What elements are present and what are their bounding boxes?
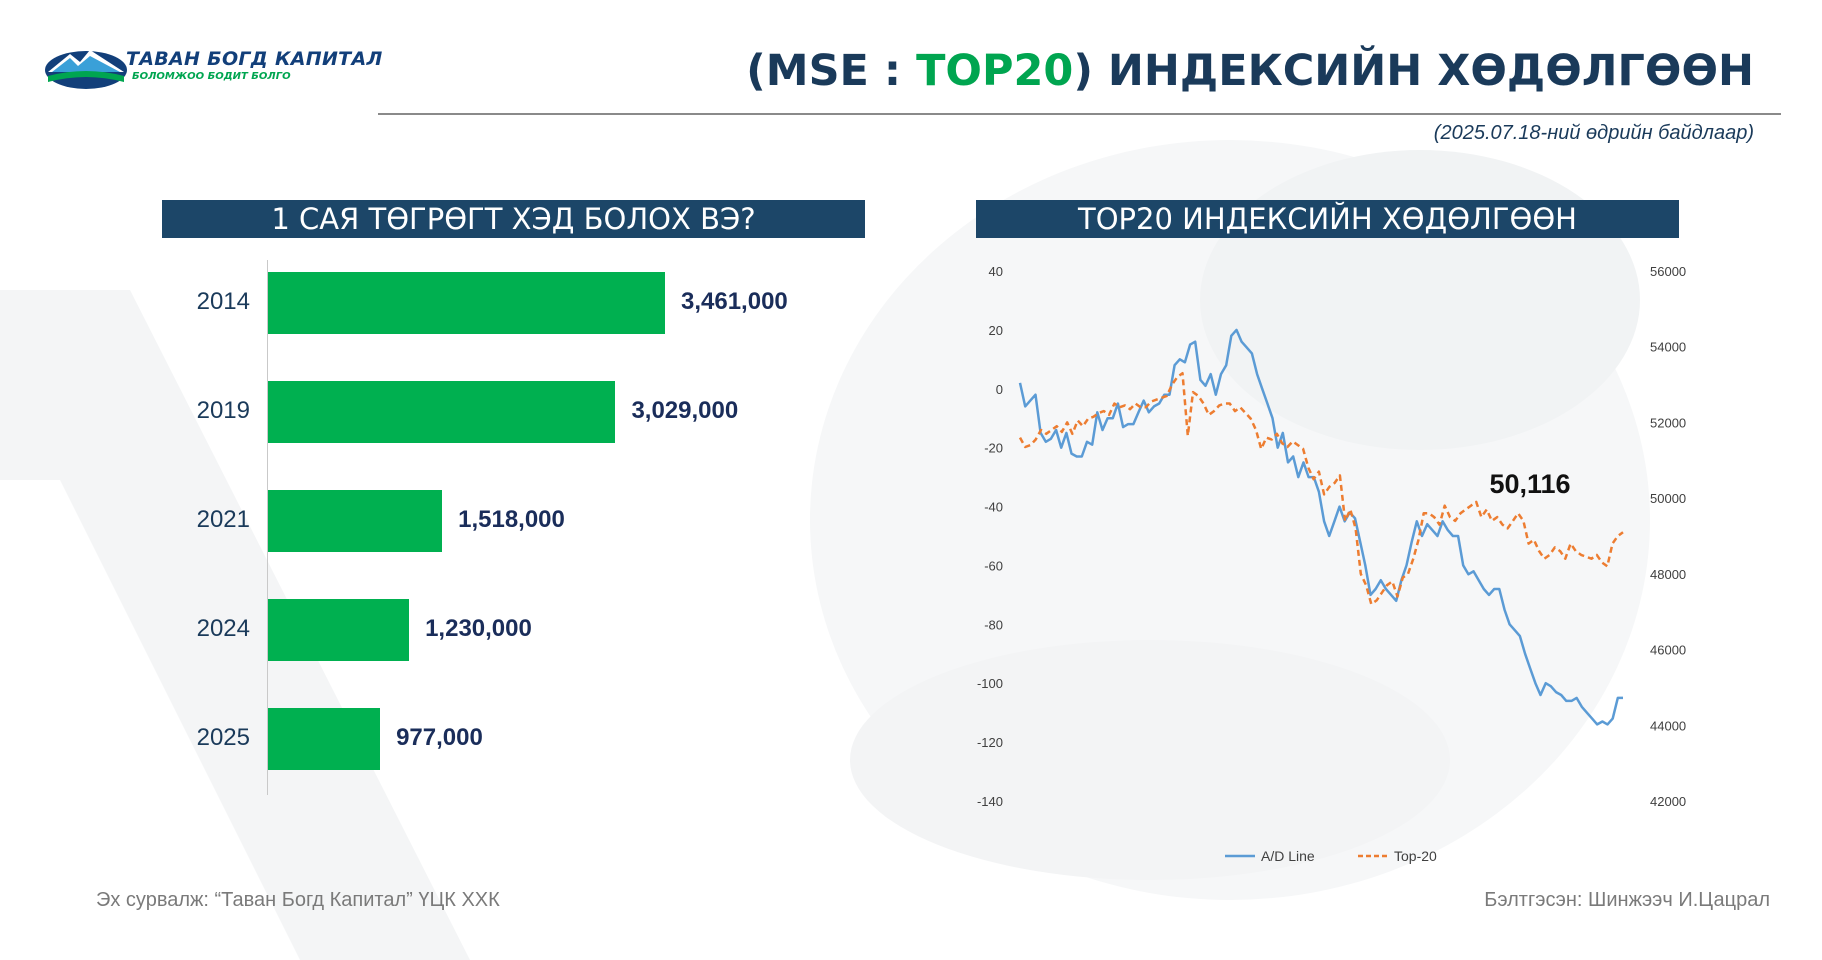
company-logo: ТАВАН БОГД КАПИТАЛ БОЛОМЖОО БОДИТ БОЛГО [44, 46, 382, 96]
bar-value-label: 3,029,000 [631, 397, 739, 424]
bar [268, 708, 381, 770]
bar [268, 599, 410, 661]
bar-chart-title: 1 САЯ ТӨГРӨГТ ХЭД БОЛОХ ВЭ? [162, 200, 865, 238]
bar-category-label: 2024 [196, 615, 250, 642]
bar-value-label: 1,518,000 [458, 506, 565, 533]
left-axis-tick-label: -100 [977, 676, 1003, 691]
right-axis-tick-label: 52000 [1650, 415, 1686, 430]
title-divider [378, 113, 1781, 115]
logo-name: ТАВАН БОГД КАПИТАЛ [126, 48, 383, 70]
right-axis-tick-label: 42000 [1650, 794, 1686, 809]
line-chart-title: TOP20 ИНДЕКСИЙН ХӨДӨЛГӨӨН [976, 200, 1679, 238]
bar-category-label: 2019 [196, 397, 250, 424]
title-highlight: TOP20 [916, 46, 1074, 96]
bar-category-label: 2014 [196, 288, 250, 315]
right-axis-tick-label: 50000 [1650, 491, 1686, 506]
bar-value-label: 3,461,000 [681, 288, 788, 315]
left-axis-tick-label: -20 [984, 441, 1003, 456]
bar-category-label: 2021 [196, 506, 250, 533]
right-axis-tick-label: 54000 [1650, 340, 1686, 355]
right-axis-tick-label: 44000 [1650, 718, 1686, 733]
ad-line-series [1018, 328, 1623, 726]
line-chart: 40 20 0 -20 -40 -60 -80 -100 -120 -140 56000 54000 5… [977, 264, 1686, 864]
mountain-logo-icon [45, 50, 127, 89]
right-axis-tick-label: 56000 [1650, 264, 1686, 279]
top20-series [1018, 371, 1624, 606]
bar-value-label: 977,000 [396, 724, 483, 751]
left-axis-tick-label: -140 [977, 794, 1003, 809]
left-axis-tick-label: -60 [984, 558, 1003, 573]
bar [268, 381, 616, 443]
page-title: (MSE : TOP20) ИНДЕКСИЙН ХӨДӨЛГӨӨН [746, 46, 1754, 96]
title-suffix: ) ИНДЕКСИЙН ХӨДӨЛГӨӨН [1073, 46, 1754, 96]
title-prefix: (MSE : [746, 46, 917, 96]
left-axis-tick-label: 20 [989, 323, 1003, 338]
left-axis-tick-label: -120 [977, 735, 1003, 750]
legend-label: A/D Line [1261, 848, 1315, 864]
left-axis-tick-label: 40 [989, 264, 1003, 279]
bar-value-label: 1,230,000 [425, 615, 532, 642]
left-axis-tick-label: 0 [996, 382, 1003, 397]
bar-chart-axis [267, 260, 268, 795]
right-axis-tick-label: 46000 [1650, 643, 1686, 658]
bar-category-label: 2025 [196, 724, 250, 751]
logo-slogan: БОЛОМЖОО БОДИТ БОЛГО [132, 71, 291, 82]
source-note: Эх сурвалж: “Таван Богд Капитал” ҮЦК ХХК [96, 889, 500, 911]
date-note: (2025.07.18-ний өдрийн байдлаар) [1433, 122, 1754, 144]
bar [268, 490, 443, 552]
left-axis-tick-label: -40 [984, 500, 1003, 515]
left-axis-tick-label: -80 [984, 617, 1003, 632]
author-note: Бэлтгэсэн: Шинжээч И.Цацрал [1484, 889, 1770, 911]
last-value-annotation: 50,116 [1489, 469, 1570, 499]
right-axis-tick-label: 48000 [1650, 567, 1686, 582]
legend-label: Top-20 [1394, 848, 1437, 864]
bar [268, 272, 665, 334]
